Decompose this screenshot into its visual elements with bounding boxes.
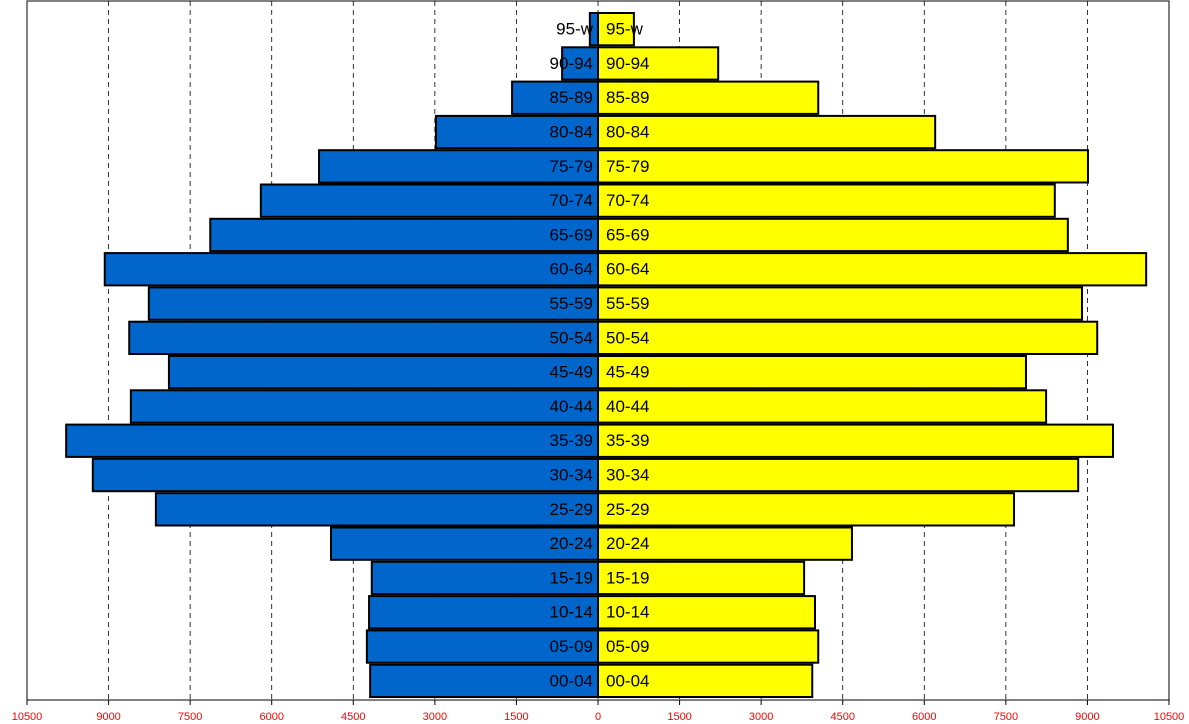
bar bbox=[65, 423, 599, 458]
bar bbox=[597, 526, 853, 561]
category-label: 75-79 bbox=[606, 157, 649, 176]
bar bbox=[597, 457, 1080, 493]
category-label: 35-39 bbox=[550, 431, 593, 450]
category-label: 30-34 bbox=[550, 466, 593, 485]
category-label: 90-94 bbox=[606, 54, 649, 73]
category-label: 70-74 bbox=[550, 191, 593, 210]
x-tick-label: 3000 bbox=[749, 711, 773, 723]
category-label: 10-14 bbox=[550, 603, 593, 622]
category-label: 95-w bbox=[606, 20, 644, 39]
x-tick-label: 7500 bbox=[994, 711, 1018, 723]
x-tick-label: 10500 bbox=[12, 711, 43, 723]
bar bbox=[597, 560, 806, 596]
category-label: 50-54 bbox=[550, 328, 593, 347]
category-label: 40-44 bbox=[550, 397, 593, 416]
bar bbox=[259, 183, 599, 218]
category-label: 20-24 bbox=[550, 534, 593, 553]
bar bbox=[597, 663, 814, 699]
category-label: 60-64 bbox=[550, 260, 593, 279]
bar bbox=[597, 389, 1048, 424]
category-label: 05-09 bbox=[606, 637, 649, 656]
category-label: 65-69 bbox=[606, 225, 649, 244]
x-tick-label: 0 bbox=[595, 711, 601, 723]
category-label: 75-79 bbox=[550, 157, 593, 176]
bar bbox=[597, 46, 720, 81]
x-tick-label: 6000 bbox=[259, 711, 283, 723]
bar bbox=[597, 80, 820, 115]
bar bbox=[103, 252, 599, 287]
category-label: 00-04 bbox=[550, 671, 593, 690]
bar bbox=[597, 492, 1016, 527]
x-tick-label: 3000 bbox=[423, 711, 447, 723]
category-label: 60-64 bbox=[606, 260, 649, 279]
bar bbox=[597, 423, 1114, 458]
category-label: 55-59 bbox=[606, 294, 649, 313]
bar bbox=[597, 355, 1027, 390]
category-label: 55-59 bbox=[550, 294, 593, 313]
bar bbox=[597, 183, 1056, 218]
bar bbox=[147, 286, 600, 321]
x-tick-label: 1500 bbox=[504, 711, 528, 723]
x-tick-label: 1500 bbox=[667, 711, 691, 723]
category-label: 20-24 bbox=[606, 534, 649, 553]
category-label: 15-19 bbox=[606, 568, 649, 587]
x-tick-label: 9000 bbox=[96, 711, 120, 723]
category-label: 45-49 bbox=[550, 363, 593, 382]
x-tick-label: 4500 bbox=[341, 711, 365, 723]
category-label: 65-69 bbox=[550, 225, 593, 244]
bar bbox=[597, 149, 1089, 184]
bar bbox=[128, 320, 600, 356]
bar bbox=[365, 629, 599, 664]
category-label: 90-94 bbox=[550, 54, 593, 73]
category-label: 25-29 bbox=[606, 500, 649, 519]
category-label: 85-89 bbox=[606, 88, 649, 107]
bar bbox=[597, 320, 1099, 356]
category-label: 70-74 bbox=[606, 191, 649, 210]
bar bbox=[511, 80, 600, 115]
bar bbox=[167, 355, 599, 390]
category-label: 15-19 bbox=[550, 568, 593, 587]
bar bbox=[597, 217, 1069, 253]
category-label: 40-44 bbox=[606, 397, 649, 416]
category-label: 30-34 bbox=[606, 466, 649, 485]
bar bbox=[129, 389, 599, 424]
bar bbox=[154, 492, 600, 527]
bar bbox=[597, 286, 1083, 321]
category-label: 80-84 bbox=[550, 123, 593, 142]
category-label: 45-49 bbox=[606, 363, 649, 382]
bar bbox=[597, 629, 820, 664]
bar bbox=[209, 217, 599, 253]
category-label: 10-14 bbox=[606, 603, 649, 622]
x-tick-label: 9000 bbox=[1075, 711, 1099, 723]
bar bbox=[91, 457, 599, 493]
bar bbox=[370, 560, 599, 596]
x-tick-label: 7500 bbox=[178, 711, 202, 723]
category-label: 35-39 bbox=[606, 431, 649, 450]
category-label: 50-54 bbox=[606, 328, 649, 347]
x-tick-label: 6000 bbox=[912, 711, 936, 723]
category-label: 95-w bbox=[556, 20, 594, 39]
x-tick-label: 4500 bbox=[830, 711, 854, 723]
category-label: 80-84 bbox=[606, 123, 649, 142]
bar bbox=[318, 149, 599, 184]
category-label: 05-09 bbox=[550, 637, 593, 656]
bar bbox=[597, 12, 635, 47]
bar bbox=[597, 595, 816, 630]
category-label: 00-04 bbox=[606, 671, 649, 690]
category-label: 25-29 bbox=[550, 500, 593, 519]
bar bbox=[597, 252, 1148, 287]
x-tick-label: 10500 bbox=[1154, 711, 1185, 723]
bar bbox=[597, 114, 937, 150]
category-label: 85-89 bbox=[550, 88, 593, 107]
